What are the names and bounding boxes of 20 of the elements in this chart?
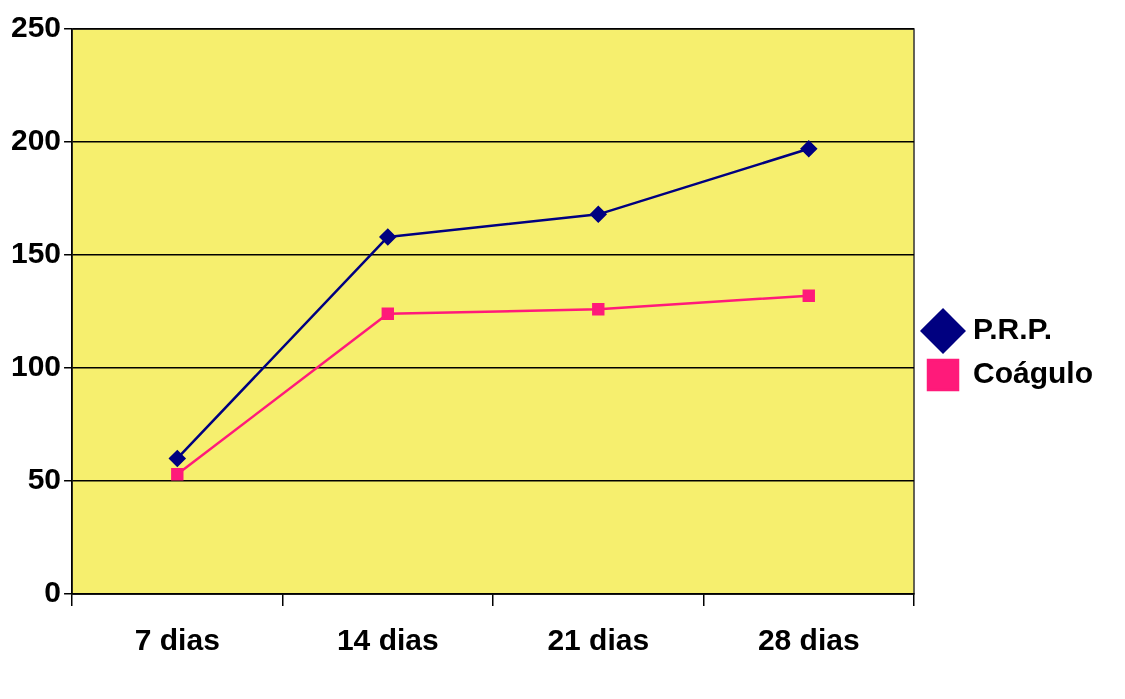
- point: [171, 468, 184, 481]
- point: [592, 303, 605, 316]
- legend-label: Coágulo: [973, 356, 1094, 390]
- x-tick-label: 14 dias: [336, 623, 439, 657]
- legend-label: P.R.P.: [973, 312, 1052, 346]
- point: [802, 289, 815, 302]
- y-tick-label: 100: [10, 349, 62, 383]
- x-tick-label: 21 dias: [547, 623, 650, 657]
- point: [590, 206, 607, 223]
- y-tick-label: 250: [10, 10, 62, 44]
- point: [381, 307, 394, 320]
- point: [379, 228, 397, 246]
- x-tick-label: 28 dias: [757, 623, 860, 657]
- y-tick-label: 200: [10, 123, 62, 157]
- y-tick-label: 0: [44, 575, 62, 609]
- point: [169, 450, 186, 467]
- y-tick-label: 150: [10, 236, 62, 270]
- x-tick-label: 7 dias: [134, 623, 220, 657]
- y-tick-label: 50: [27, 462, 62, 496]
- point: [800, 140, 818, 158]
